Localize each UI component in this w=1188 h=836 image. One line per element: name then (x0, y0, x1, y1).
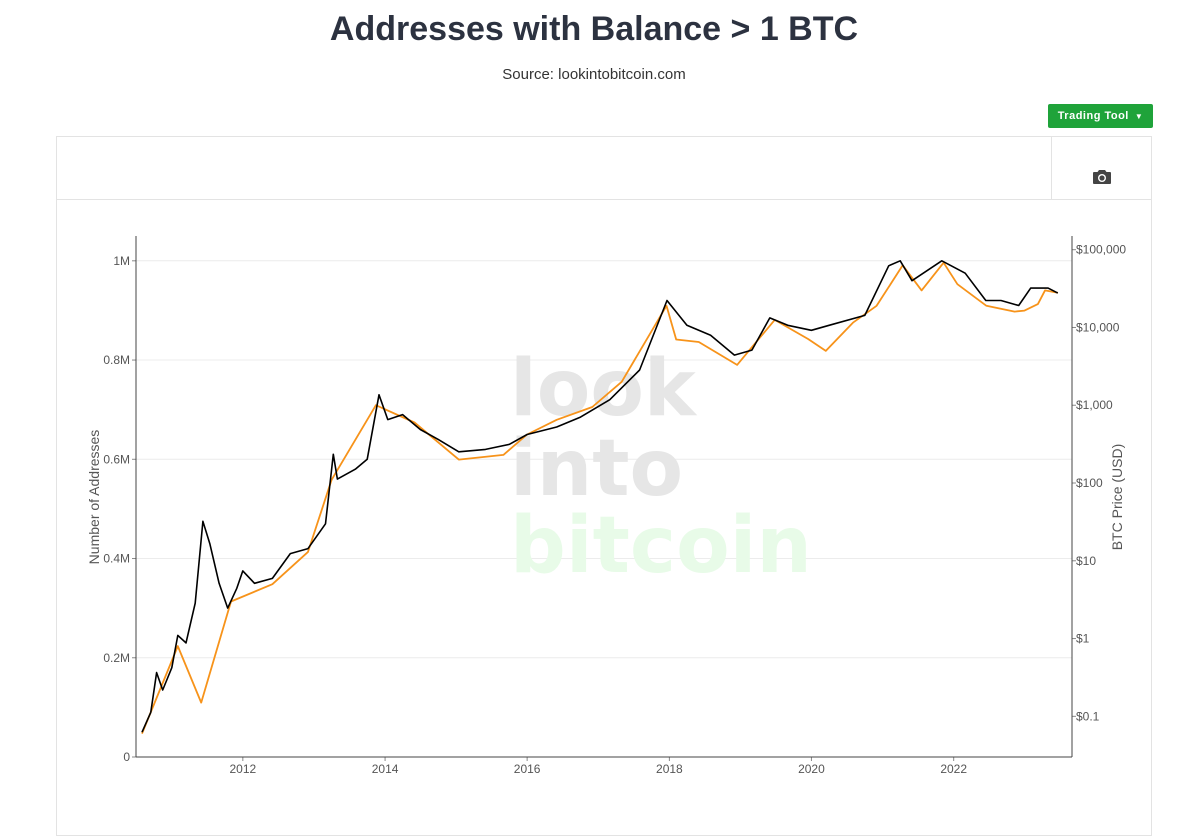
y-left-axis-title: Number of Addresses (86, 430, 102, 565)
y-right-tick-label: $1 (1076, 632, 1090, 646)
y-right-tick-label: $10,000 (1076, 320, 1120, 334)
axes (132, 236, 1076, 761)
y-right-tick-label: $1,000 (1076, 398, 1113, 412)
chart: look into bitcoin 0 0.2M 0.4M 0.6M 0.8M 1M $0.… (86, 236, 1126, 776)
y-left-tick-label: 0 (123, 750, 130, 764)
tick-labels: 0 0.2M 0.4M 0.6M 0.8M 1M $0.1 $1 $10 $100 $1,000 $1… (103, 243, 1126, 776)
camera-button[interactable] (1051, 136, 1152, 199)
y-right-tick-label: $100 (1076, 476, 1103, 490)
y-right-tick-label: $10 (1076, 554, 1096, 568)
trading-tool-button[interactable]: Trading Tool ▼ (1048, 104, 1153, 128)
y-left-tick-label: 0.2M (103, 651, 130, 665)
page-title: Addresses with Balance > 1 BTC (329, 10, 859, 48)
y-right-axis-title: BTC Price (USD) (1109, 444, 1125, 551)
watermark-look: look (510, 344, 698, 434)
x-tick-label: 2014 (372, 762, 399, 776)
grid-lines (136, 260, 1072, 659)
y-left-tick-label: 0.8M (103, 353, 130, 367)
watermark-into: into (510, 424, 683, 514)
y-left-tick-label: 0.4M (103, 552, 130, 566)
caret-down-icon: ▼ (1134, 111, 1144, 121)
x-tick-label: 2012 (229, 762, 256, 776)
x-tick-label: 2018 (656, 762, 683, 776)
x-tick-label: 2016 (514, 762, 541, 776)
camera-icon (1093, 170, 1111, 184)
watermark-bitcoin: bitcoin (510, 501, 812, 591)
trading-tool-label: Trading Tool (1057, 110, 1129, 122)
y-right-tick-label: $0.1 (1076, 709, 1100, 723)
y-right-tick-label: $100,000 (1076, 243, 1126, 257)
watermark: look into bitcoin (510, 344, 812, 591)
series-lines (141, 260, 1059, 734)
source-caption: Source: lookintobitcoin.com (502, 66, 686, 83)
price-series-line (141, 261, 1058, 734)
y-left-tick-label: 1M (113, 254, 130, 268)
chart-toolbar (56, 136, 1152, 200)
addresses-series-line (141, 260, 1059, 733)
y-left-tick-label: 0.6M (103, 452, 130, 466)
x-tick-label: 2020 (798, 762, 825, 776)
x-tick-label: 2022 (940, 762, 967, 776)
